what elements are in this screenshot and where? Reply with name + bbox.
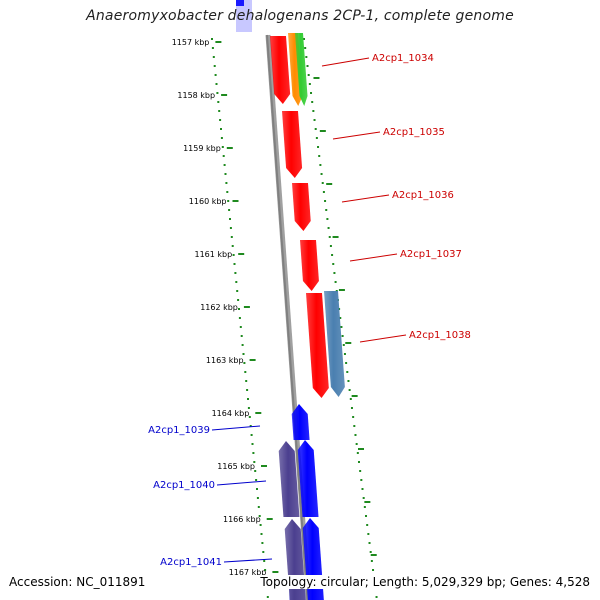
gene-label: A2cp1_1038 [409, 330, 471, 341]
ruler-label: 1157 kbp [172, 38, 210, 47]
gene-label-leader [223, 558, 273, 563]
ruler-tick-right [358, 448, 364, 450]
ruler-tick-right [326, 183, 333, 185]
ruler-tick-right [313, 77, 320, 79]
ruler-tick [232, 200, 239, 202]
ruler-label: 1164 kbp [212, 409, 250, 418]
gene-labels: A2cp1_1034 A2cp1_1035 A2cp1_1036 A2cp1_1037… [148, 53, 471, 568]
ruler-tick [255, 412, 262, 414]
ruler-label: 1158 kbp [177, 91, 215, 100]
ruler-label: 1160 kbp [189, 197, 227, 206]
gene-label: A2cp1_1036 [392, 190, 454, 201]
ruler-tick [226, 147, 233, 149]
gene-label-leader [349, 253, 398, 262]
ruler-tick-right [364, 501, 371, 503]
gene-1038-arrow [306, 293, 329, 398]
ruler-label: 1166 kbp [223, 515, 261, 524]
ruler-label: 1163 kbp [206, 356, 244, 365]
gene-1039-arrow [291, 404, 310, 440]
gene-label: A2cp1_1041 [160, 557, 222, 568]
gene-label-leader [341, 194, 390, 203]
gene-1040-purple-track [278, 441, 300, 517]
gene-label-leader [216, 480, 267, 486]
gene-label-leader [332, 131, 381, 140]
gene-1036-arrow [292, 183, 311, 231]
ruler-tick [221, 94, 228, 96]
kbp-ruler: 1157 kbp 1158 kbp 1159 kbp 1160 kbp 1161 kbp… [172, 38, 377, 577]
ruler-tick [215, 41, 222, 43]
gene-1035-arrow [282, 111, 303, 178]
ruler-tick [272, 571, 279, 573]
gene-1040-arrow [297, 440, 319, 517]
gene-label: A2cp1_1039 [148, 425, 210, 436]
gene-label-leader [321, 57, 370, 67]
gene-1038-steel-track [324, 291, 345, 397]
gene-label: A2cp1_1037 [400, 249, 462, 260]
gene-label-leader [359, 334, 407, 343]
gene-label: A2cp1_1034 [372, 53, 434, 64]
gene-label: A2cp1_1040 [153, 480, 215, 491]
ruler-tick [249, 359, 256, 361]
gene-1037-arrow [300, 240, 319, 291]
ruler-label: 1161 kbp [194, 250, 232, 259]
ruler-tick [266, 518, 273, 520]
ruler-tick [243, 306, 250, 308]
ruler-tick-right [345, 342, 352, 344]
ruler-tick-right [370, 554, 377, 556]
ruler-label: 1165 kbp [217, 462, 255, 471]
gene-label: A2cp1_1035 [383, 127, 445, 138]
ruler-tick-right [338, 289, 345, 291]
ruler-label: 1167 kbp [229, 568, 267, 577]
ruler-tick-right [351, 395, 358, 397]
ruler-label: 1159 kbp [183, 144, 221, 153]
ruler-tick-right [332, 236, 339, 238]
faint-feature-top [236, 0, 252, 32]
gene-label-leader [211, 425, 261, 431]
ruler-label: 1162 kbp [200, 303, 238, 312]
faint-feature-top-cap [236, 0, 244, 6]
map-title: Anaeromyxobacter dehalogenans 2CP-1, com… [86, 8, 514, 24]
gene-1034-arrow [270, 36, 291, 104]
genome-summary-text: Topology: circular; Length: 5,029,329 bp… [260, 575, 590, 589]
gene-1034-green-track [295, 33, 308, 106]
accession-text: Accession: NC_011891 [9, 575, 146, 589]
ruler-tick [238, 253, 245, 255]
ruler-tick [261, 465, 267, 467]
ruler-tick-right [319, 130, 326, 132]
